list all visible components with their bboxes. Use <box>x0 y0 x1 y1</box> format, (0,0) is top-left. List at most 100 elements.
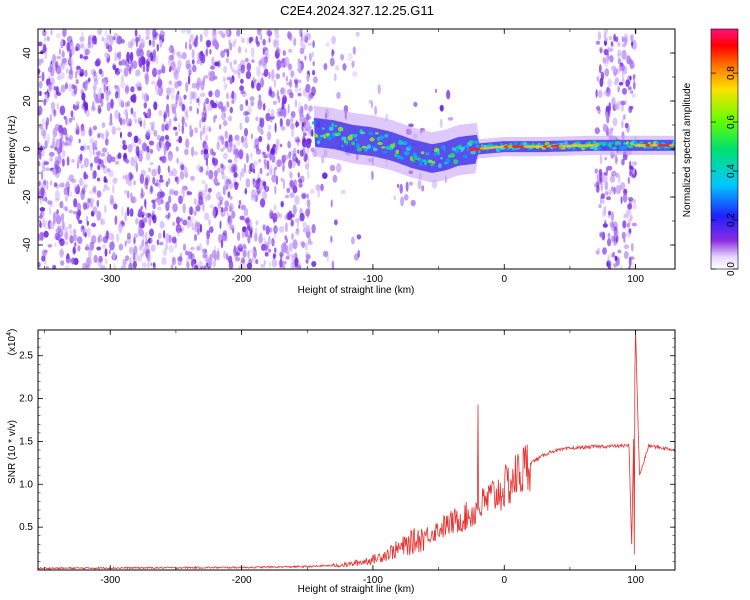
noise-blob <box>84 183 89 189</box>
noise-blob <box>128 246 134 255</box>
signal-dot <box>633 140 638 146</box>
noise-blob <box>43 179 47 186</box>
noise-blob <box>122 139 126 146</box>
noise-blob <box>220 209 226 217</box>
noise-blob <box>617 85 620 93</box>
spectrogram-image <box>38 29 675 269</box>
noise-blob <box>208 127 212 132</box>
noise-blob <box>189 215 195 224</box>
noise-blob <box>91 222 97 227</box>
noise-blob <box>268 248 272 253</box>
noise-blob <box>608 210 612 216</box>
noise-blob <box>62 29 67 37</box>
noise-blob <box>310 188 315 194</box>
noise-blob <box>599 48 603 54</box>
noise-blob <box>622 114 626 121</box>
noise-blob <box>604 219 607 228</box>
noise-blob <box>161 156 167 164</box>
noise-blob <box>245 153 249 164</box>
signal-dot <box>337 126 344 132</box>
noise-blob <box>299 149 304 157</box>
noise-blob <box>196 164 200 171</box>
noise-blob <box>98 87 102 94</box>
noise-blob <box>146 145 150 153</box>
noise-blob <box>59 182 65 188</box>
noise-blob <box>44 196 48 202</box>
noise-blob <box>40 128 46 137</box>
noise-blob <box>47 83 52 94</box>
noise-blob <box>44 161 49 166</box>
noise-blob <box>322 172 328 179</box>
noise-blob <box>405 181 409 192</box>
noise-blob <box>276 59 282 69</box>
noise-blob <box>93 70 96 77</box>
noise-blob <box>130 41 134 48</box>
noise-blob <box>331 48 334 57</box>
noise-blob <box>191 82 197 89</box>
noise-blob <box>92 101 95 111</box>
noise-blob <box>596 179 600 189</box>
noise-blob <box>377 84 381 95</box>
signal-dot <box>417 157 422 161</box>
noise-blob <box>274 146 278 156</box>
noise-blob <box>126 51 130 62</box>
noise-blob <box>236 69 242 76</box>
noise-blob <box>239 122 243 131</box>
signal-dot <box>403 141 408 146</box>
noise-blob <box>68 57 72 66</box>
noise-blob <box>216 250 220 261</box>
noise-blob <box>305 138 312 149</box>
noise-blob <box>231 163 237 173</box>
noise-blob <box>301 193 307 200</box>
noise-blob <box>297 79 302 84</box>
noise-blob <box>71 116 76 121</box>
noise-blob <box>69 228 73 236</box>
noise-blob <box>149 121 156 126</box>
noise-blob <box>621 158 625 166</box>
noise-blob <box>614 228 619 238</box>
noise-blob <box>118 243 124 251</box>
noise-blob <box>631 93 636 98</box>
noise-blob <box>605 87 611 94</box>
x-tick-label: 0 <box>501 274 507 285</box>
noise-blob <box>284 222 288 233</box>
noise-blob <box>154 55 159 64</box>
noise-blob <box>190 246 195 251</box>
noise-blob <box>202 253 208 259</box>
noise-blob <box>78 138 81 144</box>
noise-blob <box>100 218 104 226</box>
noise-blob <box>205 262 209 267</box>
noise-blob <box>70 110 74 118</box>
noise-blob <box>161 140 165 149</box>
noise-blob <box>615 184 622 195</box>
noise-blob <box>266 144 269 152</box>
signal-dot <box>424 160 428 166</box>
noise-blob <box>115 160 119 165</box>
noise-blob <box>288 63 292 70</box>
noise-blob <box>290 219 294 227</box>
noise-blob <box>282 50 286 56</box>
noise-blob <box>143 119 146 129</box>
noise-blob <box>287 103 290 114</box>
noise-blob <box>610 221 615 232</box>
signal-dot <box>443 148 446 152</box>
noise-blob <box>112 184 115 194</box>
noise-blob <box>81 187 86 195</box>
noise-blob <box>329 57 335 67</box>
signal-dot <box>449 152 456 158</box>
noise-blob <box>276 211 280 218</box>
noise-blob <box>340 53 345 61</box>
signal-dot <box>445 158 450 164</box>
noise-blob <box>289 180 295 190</box>
signal-dot <box>381 146 386 149</box>
noise-blob <box>320 183 324 192</box>
noise-blob <box>40 170 44 181</box>
noise-blob <box>280 201 284 208</box>
noise-blob <box>263 68 269 78</box>
noise-blob <box>77 155 80 165</box>
noise-blob <box>260 263 266 268</box>
signal-dot <box>440 157 443 160</box>
noise-blob <box>100 264 106 269</box>
noise-blob <box>259 179 265 190</box>
noise-blob <box>326 254 329 263</box>
